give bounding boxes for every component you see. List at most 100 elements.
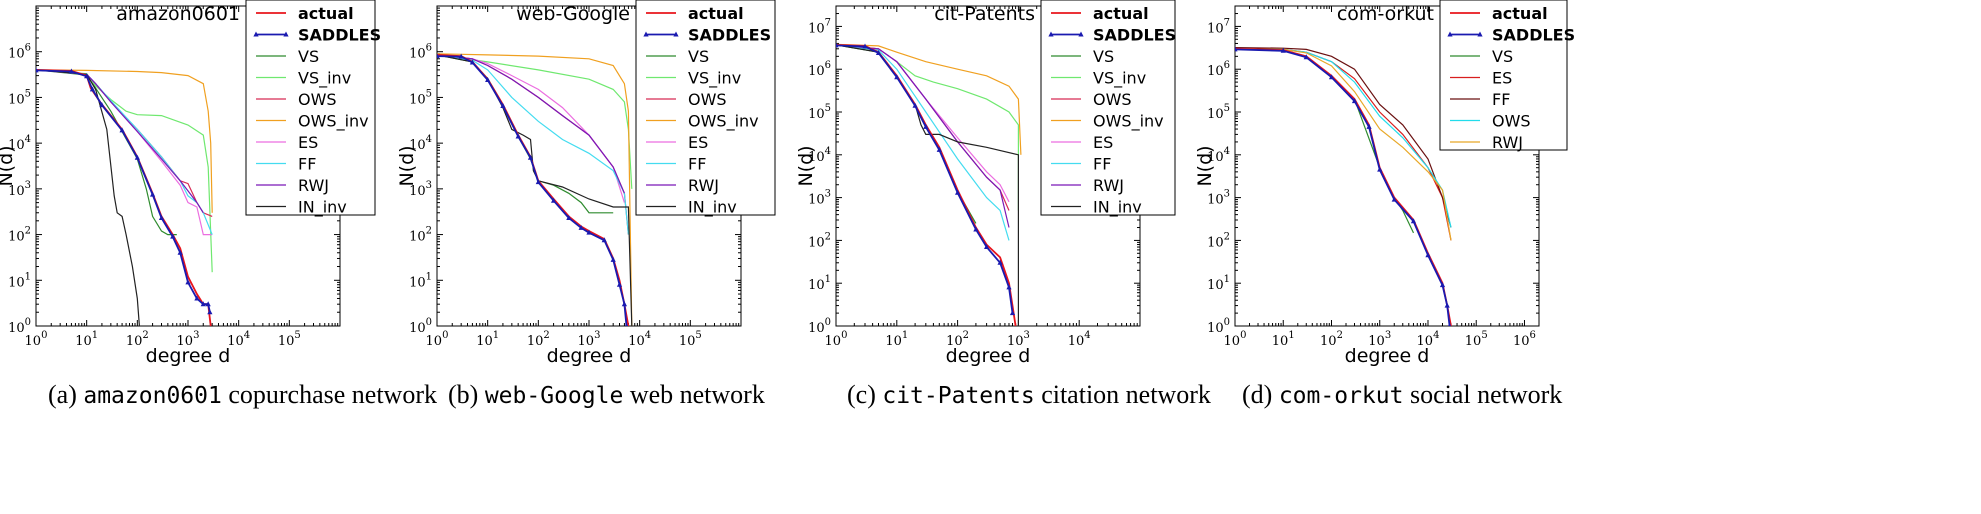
series-line-ff [437,54,629,235]
series-line-ows_inv [836,43,1022,155]
saddles-marker [200,301,206,307]
y-axis-label: N(d) [795,145,817,186]
legend-label-vs_inv: VS_inv [1093,69,1146,89]
saddles-marker [621,301,628,307]
saddles-marker [984,244,990,250]
saddles-marker [158,215,165,221]
legend-marker [253,31,259,37]
y-tick-label: 103 [1207,189,1230,208]
y-tick-label: 104 [808,146,831,165]
legend-label-vs: VS [1492,47,1513,66]
saddles-marker [862,43,868,49]
saddles-marker [99,102,105,108]
saddles-marker [973,226,979,232]
saddles-marker [89,86,96,92]
x-tick-label: 100 [1224,330,1247,349]
series-line-ows_inv [36,69,213,213]
legend-label-saddles: SADDLES [298,26,381,45]
saddles-marker [1444,302,1450,308]
x-tick-label: 105 [278,330,301,349]
saddles-marker [36,67,39,73]
series-line-ff [36,69,213,235]
y-tick-label: 100 [808,317,831,336]
y-tick-label: 105 [1207,103,1230,122]
x-tick-label: 101 [476,330,499,349]
legend-label-ows: OWS [1492,112,1531,131]
legend-label-actual: actual [298,4,354,23]
saddles-marker [1351,98,1358,104]
y-tick-label: 100 [1207,317,1230,336]
x-tick-label: 102 [1320,330,1343,349]
series-line-ows [437,54,629,235]
legend-label-actual: actual [1093,4,1149,23]
y-tick-label: 104 [8,134,31,153]
saddles-marker [437,53,440,59]
chart-title: web-Google [516,3,630,25]
x-tick-label: 100 [25,330,48,349]
saddles-marker [1235,46,1238,52]
x-tick-label: 106 [1513,330,1536,349]
x-tick-label: 102 [126,330,149,349]
caption: (d) com-orkut social network [1242,380,1562,409]
series-line-actual [437,54,630,326]
saddles-marker [1006,284,1012,290]
saddles-marker [149,191,156,197]
saddles-marker [515,133,521,139]
series-line-in_inv [836,44,1019,326]
saddles-marker [566,215,572,221]
y-tick-label: 107 [1207,17,1230,36]
saddles-marker [527,154,534,160]
caption: (c) cit-Patents citation network [847,380,1211,409]
saddles-marker [624,323,629,326]
saddles-marker [997,259,1003,265]
legend-marker [1477,31,1483,37]
saddles-marker [1439,282,1446,288]
saddles-marker [535,179,541,185]
chart-title: com-orkut [1337,3,1434,25]
y-tick-label: 102 [409,226,432,245]
x-tick-label: 103 [1007,330,1030,349]
y-tick-label: 105 [8,88,31,107]
saddles-marker [1328,74,1335,80]
legend-label-ff: FF [1492,90,1510,109]
series-line-es [36,69,213,236]
saddles-marker [836,42,839,48]
x-tick-label: 102 [946,330,969,349]
saddles-marker [485,77,491,83]
series-line-saddles [1235,48,1451,326]
saddles-marker [578,224,584,230]
x-tick-label: 101 [1272,330,1295,349]
y-tick-label: 100 [8,317,31,336]
y-tick-label: 105 [808,103,831,122]
legend-label-ows_inv: OWS_inv [298,112,369,132]
series-line-ff [1235,47,1452,228]
series-line-in_inv [36,69,140,326]
x-tick-label: 103 [578,330,601,349]
x-tick-label: 100 [825,330,848,349]
legend-label-ows: OWS [298,90,337,109]
saddles-marker [912,102,918,108]
saddles-marker [1377,166,1383,172]
legend-label-saddles: SADDLES [1492,26,1575,45]
series-line-rwj [36,69,204,214]
y-tick-label: 102 [808,231,831,250]
y-tick-label: 101 [409,271,432,290]
saddles-marker [923,123,929,129]
saddles-marker [875,49,882,55]
y-tick-label: 103 [808,189,831,208]
series-line-saddles [437,55,628,326]
legend-label-ff: FF [1093,155,1111,174]
saddles-marker [170,233,176,239]
saddles-marker [610,256,616,262]
chart-title: cit-Patents [934,3,1035,25]
legend-label-vs: VS [688,47,709,66]
legend-label-vs_inv: VS_inv [298,69,351,89]
y-tick-label: 101 [808,274,831,293]
legend-label-ows_inv: OWS_inv [1093,112,1164,132]
y-tick-label: 107 [808,17,831,36]
legend-marker [673,31,679,37]
legend-label-in_inv: IN_inv [298,198,347,218]
saddles-marker [205,301,211,307]
